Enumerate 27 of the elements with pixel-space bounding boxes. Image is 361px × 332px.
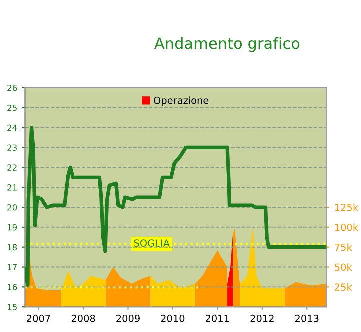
x-tick-label: 2010	[161, 314, 185, 322]
ref-line-label: SOGLIA	[134, 240, 170, 247]
y-tick-label: 15	[8, 304, 17, 310]
x-tick-label: 2011	[206, 314, 230, 322]
y-tick-label: 21	[8, 184, 17, 191]
y-tick-label: 26	[8, 84, 18, 92]
y-tick-label: 16	[8, 284, 18, 290]
y-tick-label: 20	[8, 204, 18, 211]
y2-tick-label: 25k	[335, 283, 352, 292]
x-tick-label: 2012	[250, 314, 274, 322]
x-tick-label: 2009	[116, 314, 140, 322]
x-tick-label: 2008	[72, 314, 96, 322]
y-tick-label: 24	[8, 124, 18, 131]
x-tick-label: 2013	[295, 314, 319, 322]
y-tick-label: 18	[8, 244, 18, 251]
y2-tick-label: 100k	[335, 224, 359, 232]
y-tick-label: 25	[8, 104, 17, 112]
y-tick-label: 17	[8, 264, 17, 270]
y-tick-label: 19	[8, 224, 18, 231]
y2-tick-label: 50k	[335, 264, 352, 272]
y-tick-label: 23	[8, 144, 17, 152]
y-tick-label: 22	[8, 164, 17, 171]
y2-tick-label: 125k	[335, 204, 359, 212]
x-tick-label: 2007	[27, 314, 50, 322]
legend-label: Operazione	[154, 96, 209, 106]
chart-title: Andamento grafico	[154, 37, 300, 52]
y2-tick-label: 75k	[335, 244, 352, 252]
